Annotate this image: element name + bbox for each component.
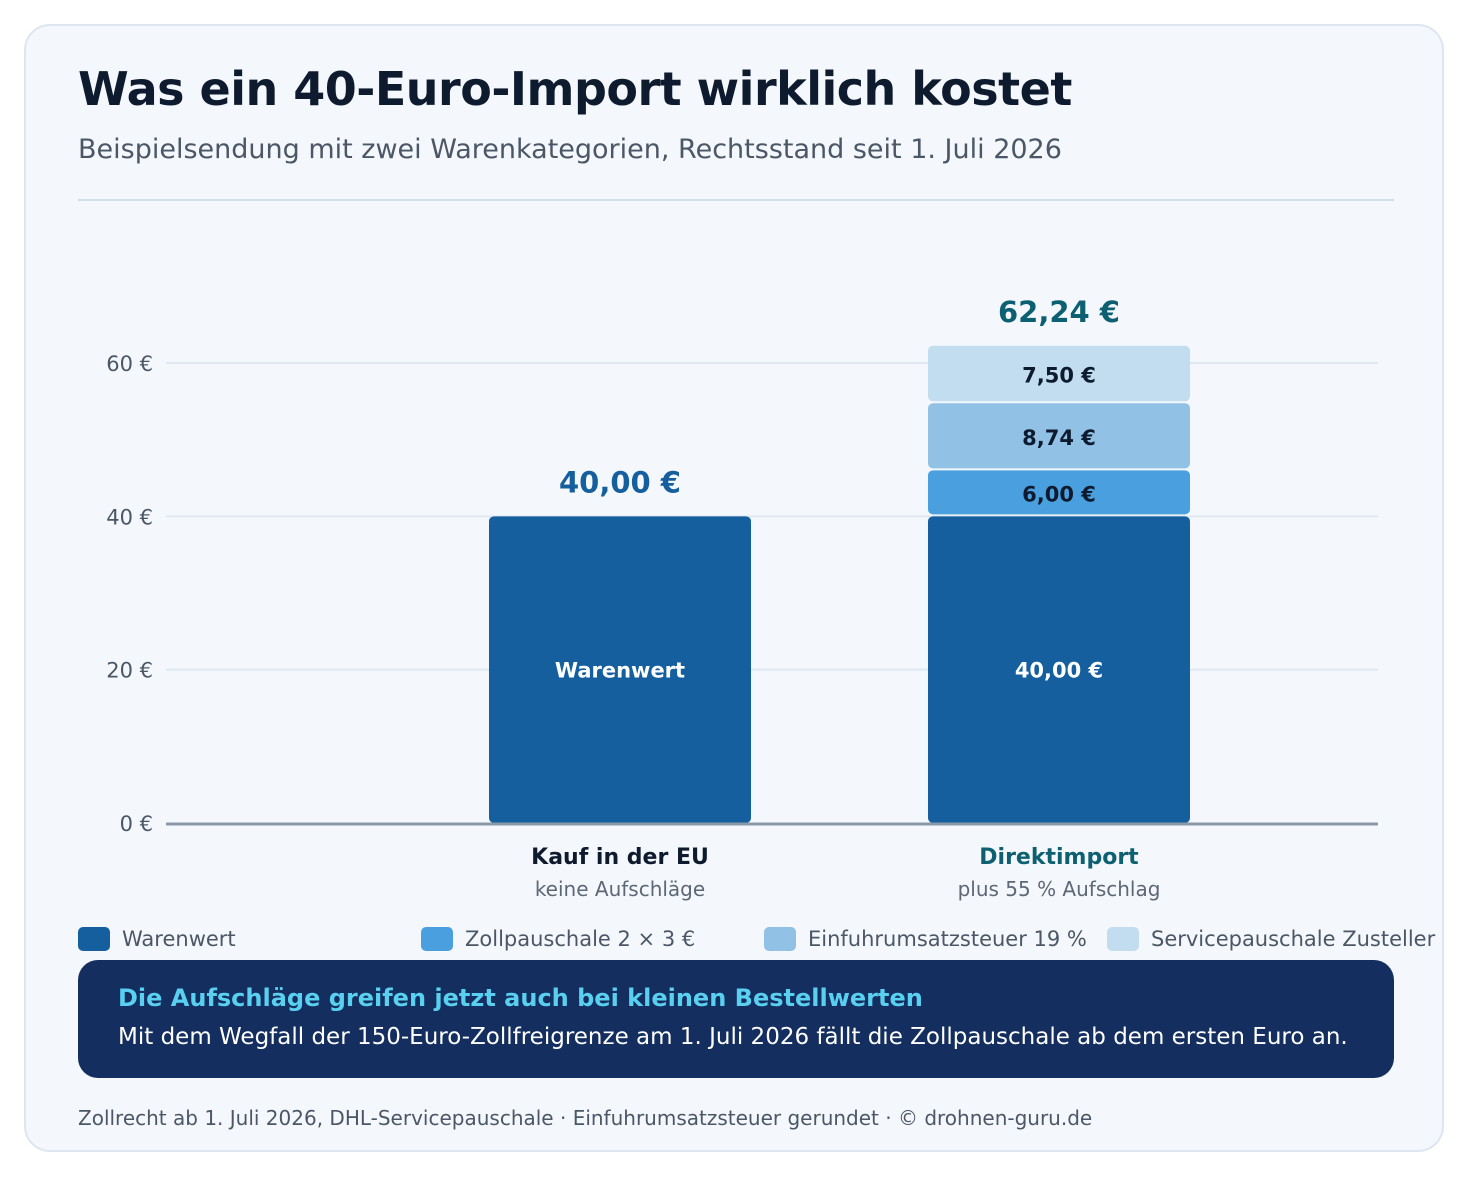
chart-title: Was ein 40-Euro-Import wirklich kostet [78,62,1072,116]
x-category-label: Kauf in der EU [531,845,709,870]
legend-label-zollpauschale: Zollpauschale 2 × 3 € [465,927,696,951]
bar-segment-label: 7,50 € [1022,364,1096,388]
header-divider [78,199,1394,201]
chart-subtitle: Beispielsendung mit zwei Warenkategorien… [78,134,1062,165]
bar-segment-label: 40,00 € [1015,659,1103,683]
source-footer: Zollrecht ab 1. Juli 2026, DHL-Servicepa… [78,1106,1093,1130]
legend-item-einfuhrumsatzsteuer: Einfuhrumsatzsteuer 19 % [764,926,1087,952]
legend-label-servicepauschale: Servicepauschale Zusteller [1151,927,1436,951]
bar-segment-label: 6,00 € [1022,482,1096,506]
y-tick-label: 0 € [120,812,153,836]
bar-total-label: 40,00 € [559,465,681,499]
x-category-label: Direktimport [979,845,1139,870]
y-tick-label: 20 € [106,659,153,683]
legend-item-warenwert: Warenwert [78,926,236,952]
x-category-sublabel: keine Aufschläge [535,877,705,901]
legend-swatch-servicepauschale [1107,927,1139,951]
bar-segment [489,516,751,823]
legend-item-servicepauschale: Servicepauschale Zusteller [1107,926,1435,952]
bar-segment-label: Warenwert [555,659,685,683]
legend-item-zollpauschale: Zollpauschale 2 × 3 € [421,926,695,952]
info-callout: Die Aufschläge greifen jetzt auch bei kl… [78,960,1394,1078]
y-tick-label: 40 € [106,505,153,529]
y-tick-label: 60 € [106,352,153,376]
bar-segment [928,470,1190,515]
bar-total-label: 62,24 € [998,295,1120,329]
bar-segment-label: 8,74 € [1022,426,1096,450]
bar-segment [928,516,1190,823]
legend-swatch-zollpauschale [421,927,453,951]
bar-segment [928,403,1190,469]
callout-heading: Die Aufschläge greifen jetzt auch bei kl… [118,984,923,1012]
bar-segment [928,345,1190,402]
stacked-bar-chart: 0 € 20 € 40 € 60 € Warenwert 40,00 € Kauf in d… [106,295,1378,901]
x-category-sublabel: plus 55 % Aufschlag [958,877,1161,901]
callout-body: Mit dem Wegfall der 150-Euro-Zollfreigre… [118,1024,1348,1050]
legend-label-warenwert: Warenwert [122,927,236,951]
legend-swatch-warenwert [78,927,110,951]
legend-label-einfuhrumsatzsteuer: Einfuhrumsatzsteuer 19 % [808,927,1087,951]
legend-swatch-einfuhrumsatzsteuer [764,927,796,951]
